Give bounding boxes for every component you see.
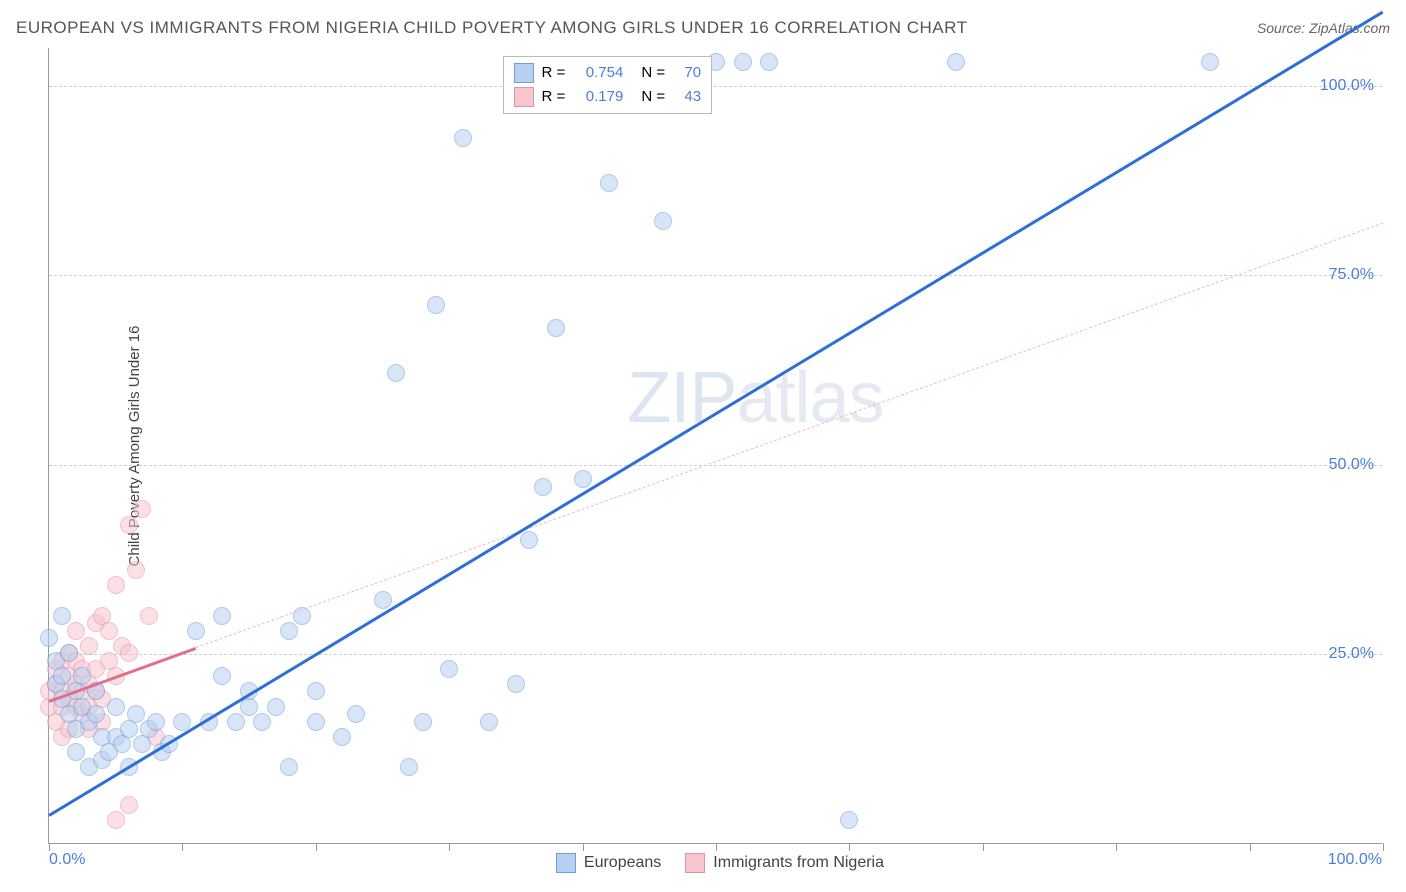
- data-point: [213, 607, 231, 625]
- data-point: [227, 713, 245, 731]
- gridline-h: [49, 465, 1382, 466]
- trend-line: [48, 10, 1384, 816]
- data-point: [280, 622, 298, 640]
- watermark: ZIPatlas: [627, 357, 883, 439]
- data-point: [67, 622, 85, 640]
- data-point: [734, 53, 752, 71]
- data-point: [840, 811, 858, 829]
- data-point: [107, 811, 125, 829]
- stats-row: R =0.179N =43: [514, 85, 702, 109]
- data-point: [80, 637, 98, 655]
- data-point: [454, 129, 472, 147]
- data-point: [120, 516, 138, 534]
- data-point: [120, 644, 138, 662]
- data-point: [253, 713, 271, 731]
- legend-label: Europeans: [584, 854, 661, 872]
- data-point: [53, 607, 71, 625]
- legend-label: Immigrants from Nigeria: [713, 854, 884, 872]
- legend-item: Europeans: [556, 853, 661, 873]
- legend-swatch: [685, 853, 705, 873]
- source-label: Source: ZipAtlas.com: [1257, 20, 1390, 36]
- data-point: [427, 296, 445, 314]
- data-point: [947, 53, 965, 71]
- x-tick: [49, 843, 50, 851]
- stats-row: R =0.754N =70: [514, 61, 702, 85]
- trend-line: [196, 222, 1384, 647]
- data-point: [67, 743, 85, 761]
- data-point: [213, 667, 231, 685]
- data-point: [127, 705, 145, 723]
- y-tick-label: 25.0%: [1329, 645, 1374, 663]
- data-point: [547, 319, 565, 337]
- data-point: [347, 705, 365, 723]
- data-point: [600, 174, 618, 192]
- y-tick-label: 100.0%: [1320, 77, 1374, 95]
- data-point: [187, 622, 205, 640]
- legend-item: Immigrants from Nigeria: [685, 853, 884, 873]
- legend-swatch: [514, 63, 534, 83]
- scatter-plot: ZIPatlas 25.0%50.0%75.0%100.0%0.0%100.0%…: [48, 48, 1382, 844]
- data-point: [140, 607, 158, 625]
- data-point: [107, 576, 125, 594]
- data-point: [307, 682, 325, 700]
- x-tick: [449, 843, 450, 851]
- data-point: [574, 470, 592, 488]
- x-tick: [316, 843, 317, 851]
- gridline-h: [49, 275, 1382, 276]
- data-point: [40, 629, 58, 647]
- data-point: [480, 713, 498, 731]
- x-tick: [182, 843, 183, 851]
- x-tick: [1383, 843, 1384, 851]
- data-point: [520, 531, 538, 549]
- data-point: [280, 758, 298, 776]
- data-point: [374, 591, 392, 609]
- series-legend: Europeans Immigrants from Nigeria: [556, 853, 884, 873]
- data-point: [107, 698, 125, 716]
- x-tick: [1250, 843, 1251, 851]
- data-point: [760, 53, 778, 71]
- data-point: [73, 667, 91, 685]
- data-point: [333, 728, 351, 746]
- x-tick: [583, 843, 584, 851]
- data-point: [1201, 53, 1219, 71]
- data-point: [507, 675, 525, 693]
- data-point: [440, 660, 458, 678]
- data-point: [414, 713, 432, 731]
- data-point: [120, 796, 138, 814]
- data-point: [654, 212, 672, 230]
- legend-swatch: [514, 87, 534, 107]
- data-point: [147, 713, 165, 731]
- y-tick-label: 75.0%: [1329, 266, 1374, 284]
- x-tick-label: 100.0%: [1328, 851, 1382, 869]
- data-point: [387, 364, 405, 382]
- data-point: [127, 561, 145, 579]
- chart-title: EUROPEAN VS IMMIGRANTS FROM NIGERIA CHIL…: [16, 18, 967, 38]
- data-point: [267, 698, 285, 716]
- data-point: [100, 622, 118, 640]
- data-point: [400, 758, 418, 776]
- gridline-h: [49, 654, 1382, 655]
- data-point: [60, 644, 78, 662]
- data-point: [87, 705, 105, 723]
- x-tick: [849, 843, 850, 851]
- legend-swatch: [556, 853, 576, 873]
- y-tick-label: 50.0%: [1329, 456, 1374, 474]
- data-point: [53, 667, 71, 685]
- x-tick: [983, 843, 984, 851]
- data-point: [133, 500, 151, 518]
- x-tick: [716, 843, 717, 851]
- data-point: [307, 713, 325, 731]
- x-tick: [1116, 843, 1117, 851]
- stats-legend: R =0.754N =70R =0.179N =43: [503, 56, 713, 114]
- gridline-h: [49, 86, 1382, 87]
- x-tick-label: 0.0%: [49, 851, 85, 869]
- data-point: [534, 478, 552, 496]
